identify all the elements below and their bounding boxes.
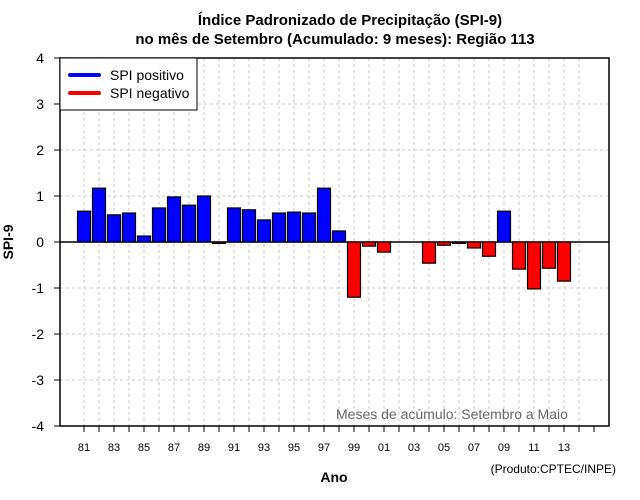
y-tick-label: -3 (32, 372, 45, 388)
x-tick-label: 83 (108, 442, 120, 454)
bars (76, 187, 572, 298)
bar-1994 (271, 212, 287, 243)
grid (60, 58, 609, 426)
credit-text: (Produto:CPTEC/INPE) (491, 462, 616, 476)
legend-label-positive: SPI positivo (110, 67, 184, 83)
x-tick-label: 13 (558, 442, 570, 454)
x-tick-label: 97 (318, 442, 330, 454)
bar-2012 (541, 241, 557, 269)
y-axis-label: SPI-9 (0, 224, 16, 259)
bar-2013 (556, 241, 572, 282)
x-axis-label: Ano (320, 469, 347, 485)
x-tick-label: 93 (258, 442, 270, 454)
x-tick-label: 89 (198, 442, 210, 454)
bar-1982 (91, 187, 107, 243)
y-tick-label: 0 (36, 234, 44, 250)
bar-2008 (481, 241, 497, 257)
bar-2006 (451, 241, 467, 244)
x-tick-label: 99 (348, 442, 360, 454)
y-tick-label: 1 (36, 188, 44, 204)
bar-2009 (496, 210, 512, 243)
bar-1995 (286, 211, 302, 243)
y-tick-label: -4 (32, 418, 45, 434)
bar-1997 (316, 187, 332, 243)
bar-2011 (526, 241, 542, 290)
legend: SPI positivo SPI negativo (59, 57, 198, 111)
chart-subtitle: no mês de Setembro (Acumulado: 9 meses):… (135, 31, 534, 48)
y-tick-label: 2 (36, 142, 44, 158)
y-tick-label: 4 (36, 50, 44, 66)
legend-box (59, 57, 198, 111)
bar-2004 (421, 241, 437, 264)
x-tick-label: 07 (468, 442, 480, 454)
x-axis: 81 83 85 87 89 91 93 95 97 99 01 03 05 07 09 11 13 (78, 426, 595, 454)
annotation-accumulation-months: Meses de acúmulo: Setembro a Maio (336, 406, 568, 422)
x-tick-label: 95 (288, 442, 300, 454)
bar-2010 (511, 241, 527, 270)
bar-2005 (436, 241, 452, 246)
chart-title: Índice Padronizado de Precipitação (SPI-… (198, 12, 502, 29)
bar-1984 (121, 212, 137, 243)
bar-1990 (211, 241, 227, 244)
bar-1991 (226, 207, 242, 243)
y-axis: -4 -3 -2 -1 0 1 2 3 4 (32, 50, 60, 434)
x-tick-label: 01 (378, 442, 390, 454)
bar-1998 (331, 230, 347, 243)
bar-2000 (361, 241, 377, 247)
plot-frame (59, 57, 610, 427)
x-tick-label: 87 (168, 442, 180, 454)
bar-1988 (181, 204, 197, 243)
x-tick-label: 03 (408, 442, 420, 454)
bar-1992 (241, 209, 257, 243)
y-tick-label: -2 (32, 326, 45, 342)
bar-1986 (151, 207, 167, 243)
x-tick-label: 05 (438, 442, 450, 454)
x-tick-label: 91 (228, 442, 240, 454)
bar-2007 (466, 241, 482, 249)
x-tick-label: 85 (138, 442, 150, 454)
x-tick-label: 09 (498, 442, 510, 454)
x-tick-label: 81 (78, 442, 90, 454)
bar-1996 (301, 212, 317, 243)
y-tick-label: -1 (32, 280, 45, 296)
bar-1993 (256, 219, 272, 243)
x-tick-label: 11 (528, 442, 539, 454)
legend-label-negative: SPI negativo (110, 85, 190, 101)
bar-1981 (76, 210, 92, 243)
bar-1989 (196, 195, 212, 243)
bar-1987 (166, 196, 182, 243)
bar-1983 (106, 214, 122, 243)
y-tick-label: 3 (36, 96, 44, 112)
bar-1985 (136, 235, 152, 243)
bar-1999 (346, 241, 362, 298)
bar-2001 (376, 241, 392, 253)
